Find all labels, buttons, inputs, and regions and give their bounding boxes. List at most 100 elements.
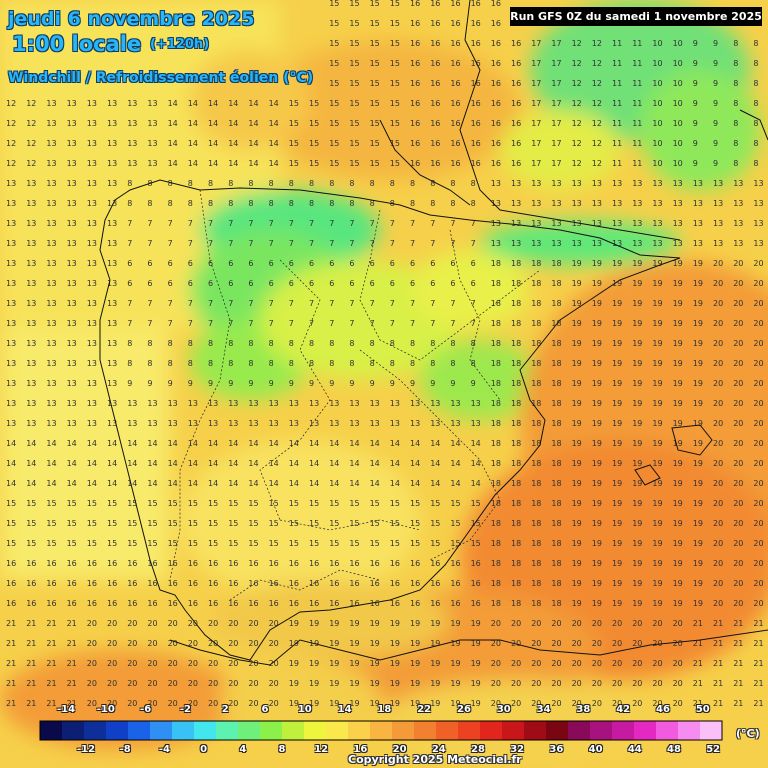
- grid-value: 16: [349, 599, 359, 608]
- grid-value: 8: [248, 179, 253, 188]
- grid-value: 11: [632, 39, 642, 48]
- grid-value: 8: [127, 339, 132, 348]
- grid-value: 15: [46, 519, 56, 528]
- grid-value: 21: [733, 679, 743, 688]
- grid-value: 20: [632, 639, 642, 648]
- grid-value: 14: [349, 479, 359, 488]
- grid-value: 15: [6, 539, 16, 548]
- grid-value: 14: [188, 159, 198, 168]
- grid-value: 13: [572, 179, 582, 188]
- grid-value: 19: [632, 599, 642, 608]
- copyright-notice: Copyright 2025 Meteociel.fr: [348, 753, 522, 766]
- grid-value: 6: [309, 279, 314, 288]
- grid-value: 20: [248, 619, 258, 628]
- grid-value: 19: [329, 639, 339, 648]
- grid-value: 20: [168, 619, 178, 628]
- grid-value: 19: [349, 659, 359, 668]
- grid-value: 13: [531, 239, 541, 248]
- grid-value: 7: [248, 219, 253, 228]
- grid-value: 7: [349, 319, 354, 328]
- grid-value: 7: [329, 299, 334, 308]
- grid-value: 19: [572, 479, 582, 488]
- grid-value: 6: [471, 259, 476, 268]
- grid-value: 13: [228, 399, 238, 408]
- grid-value: 14: [450, 479, 460, 488]
- grid-value: 19: [632, 359, 642, 368]
- grid-value: 19: [592, 299, 602, 308]
- grid-value: 19: [652, 559, 662, 568]
- grid-value: 13: [67, 219, 77, 228]
- grid-value: 8: [228, 179, 233, 188]
- grid-value: 20: [753, 499, 763, 508]
- grid-value: 7: [127, 239, 132, 248]
- grid-value: 13: [511, 219, 521, 228]
- grid-value: 18: [491, 559, 501, 568]
- grid-value: 13: [107, 119, 117, 128]
- grid-value: 13: [46, 319, 56, 328]
- grid-value: 18: [531, 539, 541, 548]
- grid-value: 8: [248, 359, 253, 368]
- grid-value: 16: [309, 579, 319, 588]
- grid-value: 19: [632, 299, 642, 308]
- grid-value: 7: [390, 319, 395, 328]
- grid-value: 7: [329, 319, 334, 328]
- grid-value: 13: [107, 339, 117, 348]
- grid-value: 19: [632, 339, 642, 348]
- grid-value: 18: [491, 479, 501, 488]
- value-grid: 15 15 15 15 16 16 16 16 16 15 15 15 15 16 16 16 16 16 15 15…: [6, 0, 764, 708]
- grid-value: 19: [632, 459, 642, 468]
- grid-value: 19: [693, 539, 703, 548]
- legend-swatch: [304, 721, 327, 740]
- grid-value: 16: [349, 579, 359, 588]
- grid-value: 19: [572, 319, 582, 328]
- grid-value: 19: [390, 699, 400, 708]
- legend-border: [39, 720, 723, 741]
- grid-value: 13: [6, 339, 16, 348]
- grid-value: 18: [551, 479, 561, 488]
- grid-value: 8: [248, 199, 253, 208]
- grid-value: 15: [390, 139, 400, 148]
- grid-value: 19: [450, 699, 460, 708]
- grid-value: 16: [67, 559, 77, 568]
- grid-value: 18: [551, 499, 561, 508]
- legend-top-label: -6: [140, 704, 152, 715]
- grid-value: 19: [693, 339, 703, 348]
- grid-value: 18: [531, 439, 541, 448]
- grid-value: 20: [531, 679, 541, 688]
- grid-value: 14: [46, 459, 56, 468]
- grid-value: 13: [572, 219, 582, 228]
- grid-value: 14: [6, 459, 16, 468]
- grid-value: 8: [430, 339, 435, 348]
- grid-value: 19: [652, 599, 662, 608]
- grid-value: 20: [248, 679, 258, 688]
- legend-swatch: [436, 721, 459, 740]
- grid-value: 20: [632, 699, 642, 708]
- grid-value: 13: [551, 199, 561, 208]
- grid-value: 12: [6, 119, 16, 128]
- grid-value: 14: [228, 439, 238, 448]
- grid-value: 7: [228, 319, 233, 328]
- grid-value: 8: [329, 179, 334, 188]
- grid-value: 19: [693, 439, 703, 448]
- grid-value: 13: [87, 319, 97, 328]
- grid-value: 19: [632, 479, 642, 488]
- grid-value: 7: [430, 239, 435, 248]
- grid-value: 13: [46, 419, 56, 428]
- legend-swatch: [700, 721, 723, 740]
- grid-value: 14: [370, 439, 380, 448]
- grid-value: 19: [632, 399, 642, 408]
- legend-bottom-label: 36: [549, 744, 564, 755]
- grid-value: 14: [188, 119, 198, 128]
- grid-value: 19: [652, 299, 662, 308]
- grid-value: 13: [107, 299, 117, 308]
- grid-value: 7: [248, 239, 253, 248]
- grid-value: 8: [188, 339, 193, 348]
- grid-value: 11: [612, 119, 622, 128]
- legend-swatch: [414, 721, 437, 740]
- grid-value: 16: [188, 599, 198, 608]
- grid-value: 7: [147, 319, 152, 328]
- grid-value: 13: [107, 359, 117, 368]
- grid-value: 20: [188, 679, 198, 688]
- grid-value: 20: [87, 679, 97, 688]
- grid-value: 10: [652, 159, 662, 168]
